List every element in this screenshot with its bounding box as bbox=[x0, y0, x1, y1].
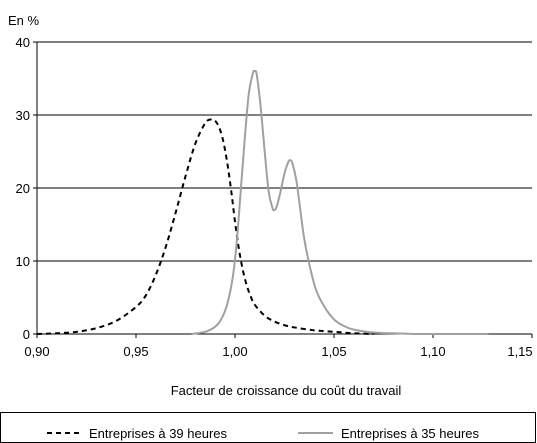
x-tick-label-2: 1,00 bbox=[222, 344, 247, 359]
y-tick-label-3: 30 bbox=[16, 108, 30, 123]
y-axis-ticks: 0 10 20 30 40 bbox=[16, 35, 37, 342]
x-tick-label-3: 1,05 bbox=[321, 344, 346, 359]
legend-label-39h: Entreprises à 39 heures bbox=[89, 426, 228, 441]
series-lines bbox=[36, 69, 489, 336]
x-tick-label-0: 0,90 bbox=[24, 344, 49, 359]
y-tick-label-2: 20 bbox=[16, 181, 30, 196]
legend-label-35h: Entreprises à 35 heures bbox=[341, 426, 480, 441]
y-tick-label-1: 10 bbox=[16, 254, 30, 269]
series-line-0 bbox=[36, 118, 374, 335]
series-line-1 bbox=[191, 69, 489, 336]
x-axis-title: Facteur de croissance du coût du travail bbox=[171, 383, 402, 398]
legend: Entreprises à 39 heures Entreprises à 35… bbox=[0, 412, 536, 443]
y-tick-label-0: 0 bbox=[23, 327, 30, 342]
y-axis-unit-label: En % bbox=[8, 13, 40, 28]
gridlines bbox=[37, 41, 532, 262]
x-axis-ticks: 0,90 0,95 1,00 1,05 1,10 1,15 bbox=[24, 334, 533, 359]
x-tick-label-4: 1,10 bbox=[420, 344, 445, 359]
x-tick-label-1: 0,95 bbox=[123, 344, 148, 359]
x-tick-label-5: 1,15 bbox=[507, 344, 532, 359]
y-tick-label-4: 40 bbox=[16, 35, 30, 50]
